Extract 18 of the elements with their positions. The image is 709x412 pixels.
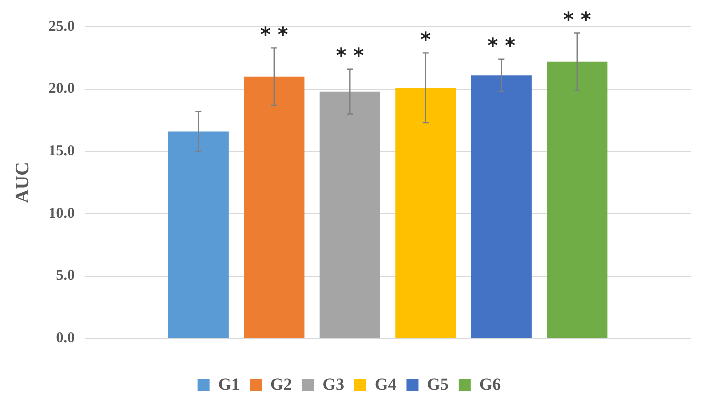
y-axis-title: AUC — [12, 162, 34, 204]
annotation: * * — [563, 7, 592, 32]
annotation: * — [420, 27, 432, 52]
y-tick-label: 5.0 — [56, 268, 76, 284]
y-tick-label: 15.0 — [48, 144, 76, 160]
legend-label: G5 — [427, 374, 449, 394]
y-tick-label: 20.0 — [48, 81, 76, 98]
legend-label: G6 — [479, 374, 502, 394]
annotation: * * — [488, 34, 516, 58]
legend-label: G2 — [270, 374, 292, 394]
y-tick-label: 25.0 — [48, 18, 76, 35]
y-tick-label: 0.0 — [56, 330, 76, 346]
annotation: * * — [260, 22, 289, 46]
legend-label: G4 — [375, 374, 398, 394]
legend-label: G3 — [322, 374, 345, 394]
annotation: * * — [336, 44, 365, 68]
y-tick-label: 10.0 — [48, 206, 76, 222]
legend-label: G1 — [218, 374, 240, 394]
